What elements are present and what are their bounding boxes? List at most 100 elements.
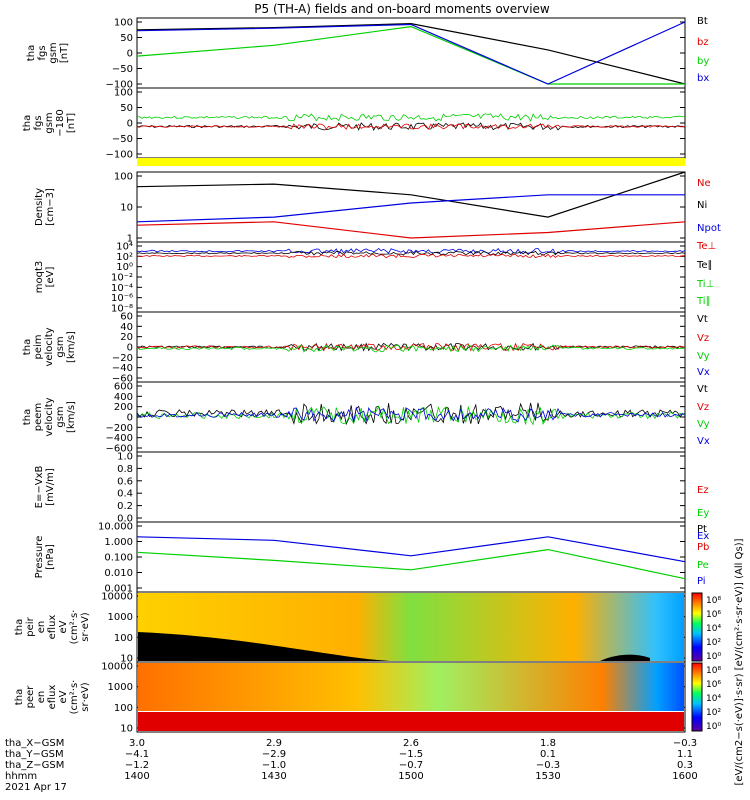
series-line-density-Ni (136, 171, 686, 218)
ylabel-peer: tha (14, 689, 25, 705)
ylabel-fgs: gsm (48, 42, 59, 63)
trace-temp (136, 253, 686, 259)
ylabel-peer: eV (58, 690, 69, 703)
series-line-pressure-Pi (136, 536, 686, 563)
panel-frame-peem (136, 381, 686, 453)
ylabel-peim: [km/s] (66, 331, 77, 363)
series-line-fgs-Bt (136, 22, 686, 85)
peer-low-energy-band (138, 712, 684, 731)
tick-label-efield: 0.4 (117, 489, 133, 500)
xaxis-value: 1.8 (540, 738, 556, 749)
xaxis-value: 2.6 (403, 738, 419, 749)
ylabel-fgs_dsl: [nT] (66, 113, 77, 133)
tick-label-peim: −20 (112, 353, 133, 364)
tick-label-pressure: 0.100 (104, 553, 133, 564)
legend-temp: Ti∥ (696, 296, 711, 307)
ylabel-temp: moqt3 (34, 261, 45, 294)
legend-peem: Vx (697, 436, 710, 447)
flag-bar (137, 158, 685, 166)
tick-label-temp: 10⁻⁶ (111, 293, 133, 304)
tick-label-temp: 10⁻⁸ (111, 304, 133, 315)
spectrogram-group (138, 593, 684, 731)
tick-label-fgs: −50 (112, 64, 133, 75)
ylabel-fgs_dsl: tha (22, 115, 33, 131)
xaxis-value: −0.3 (536, 760, 560, 771)
ylabel-fgs: tha (26, 45, 37, 61)
ylabel-peem: peem (33, 403, 44, 431)
series-line-density-Ne (136, 221, 686, 239)
ylabel-peer: eflux (47, 685, 58, 710)
tick-label-peim: −40 (112, 363, 133, 374)
xaxis-value: −2.9 (262, 749, 286, 760)
tick-label-peer: 100 (114, 703, 133, 714)
trace-fgs_dsl (136, 123, 686, 130)
tick-label-peer: 10000 (101, 662, 133, 673)
tick-label-density: 10 (120, 203, 133, 214)
legend-pressure: Pb (697, 542, 709, 553)
tick-label-peir: 1000 (108, 612, 133, 623)
trace-temp (136, 247, 686, 255)
series-line-fgs-by (136, 25, 685, 85)
ylabel-peem: velocity (44, 397, 55, 436)
legend-peim: Vz (697, 333, 709, 344)
legend-density: Npot (697, 223, 721, 234)
ylabel-temp: [eV] (45, 267, 56, 288)
tick-label-peer: 10 (120, 724, 133, 735)
ylabel-peem: [km/s] (66, 401, 77, 433)
colorbar-tick: 10⁰ (706, 722, 721, 732)
tick-label-peer: 1000 (108, 682, 133, 693)
xaxis-row-label: tha_Y−GSM (5, 749, 64, 760)
legend-temp: Te∥ (696, 260, 713, 271)
series-line-fgs-bx (136, 21, 686, 85)
ylabel-peir: peir (25, 616, 36, 636)
tick-label-temp: 10⁰ (116, 262, 133, 273)
legend-peem: Vt (697, 384, 708, 395)
tick-label-efield: 0.8 (117, 464, 133, 475)
tick-label-pressure: 10.000 (98, 522, 133, 533)
chart-title: P5 (TH-A) fields and on-board moments ov… (254, 2, 550, 16)
colorbar: 10⁸ 10⁶ 10⁴ 10² 10⁰ 10⁸ 10⁶ 10⁴ 10² 10⁰ [eV/(cm2−s… (691, 538, 745, 786)
colorbar-tick: 10⁴ (706, 624, 721, 634)
ylabel-efield: E=−VxB (34, 466, 45, 509)
tick-label-fgs_dsl: −50 (112, 134, 133, 145)
ylabel-peem: tha (22, 409, 33, 425)
tick-label-peem: −200 (106, 423, 133, 434)
legend-temp: Ti⊥ (696, 279, 714, 290)
tick-label-peem: 600 (114, 382, 133, 393)
colorbar-bottom (691, 662, 703, 732)
xaxis-value: 2.9 (266, 738, 282, 749)
ylabel-peim: peim (33, 334, 44, 359)
tick-label-peim: −60 (112, 374, 133, 385)
xaxis-value: 1600 (672, 771, 697, 782)
legend-fgs: bx (697, 73, 709, 84)
tick-label-peim: 40 (120, 322, 133, 333)
colorbar-tick: 10⁰ (706, 652, 721, 662)
tick-label-fgs: 50 (120, 33, 133, 44)
trace-peem (136, 406, 686, 423)
ylabel-peim: velocity (44, 327, 55, 366)
colorbar-tick: 10² (706, 708, 721, 718)
tick-label-fgs: 100 (114, 18, 133, 29)
xaxis-value: −1.5 (399, 749, 423, 760)
ylabel-fgs_dsl: −180 (55, 109, 66, 136)
legend-efield: Ey (697, 508, 709, 519)
ylabel-density: Density (34, 188, 45, 226)
ylabel-peir: tha (14, 619, 25, 635)
legend-peem: Vy (697, 419, 710, 430)
xaxis-value: 0.3 (677, 760, 693, 771)
xaxis-value: 1400 (124, 771, 149, 782)
tick-label-peir: 100 (114, 633, 133, 644)
tick-label-temp: 10⁻² (111, 273, 133, 284)
legend-peim: Vt (697, 314, 708, 325)
ylabel-peir: eflux (47, 615, 58, 640)
xaxis-value: −4.1 (125, 749, 149, 760)
ylabel-pressure: [nPa] (45, 544, 56, 570)
xaxis-value: 1500 (398, 771, 423, 782)
tick-label-peim: 60 (120, 312, 133, 323)
tick-label-fgs_dsl: 50 (120, 103, 133, 114)
xaxis-value: −1.0 (262, 760, 286, 771)
trace-peim (136, 344, 686, 353)
colorbar-tick: 10² (706, 638, 721, 648)
tick-label-pressure: 0.001 (104, 584, 133, 595)
